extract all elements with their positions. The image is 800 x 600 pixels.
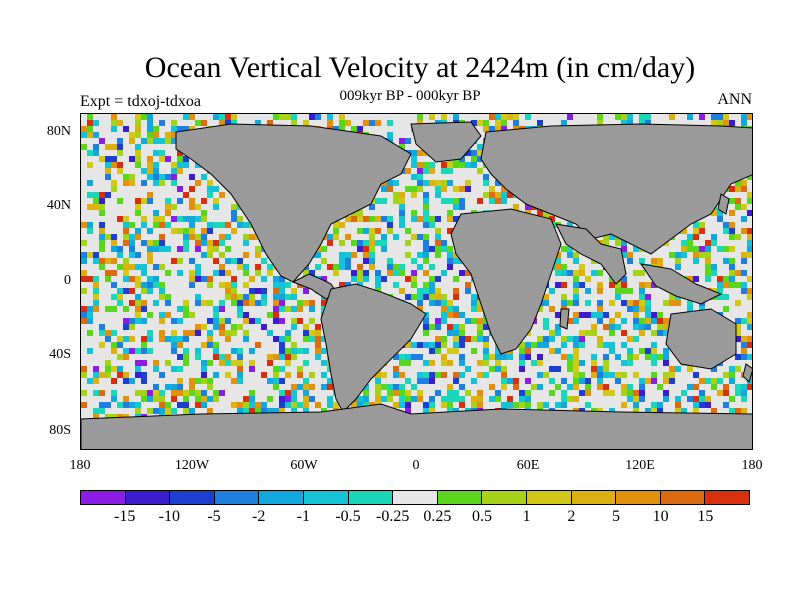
colorbar-label: 2	[567, 508, 576, 525]
colorbar-swatch	[348, 491, 394, 504]
colorbar-swatch	[303, 491, 349, 504]
colorbar-swatch	[170, 491, 215, 504]
colorbar-swatch	[660, 491, 706, 504]
lon-label-180w: 180	[69, 458, 91, 473]
land-madagascar	[559, 308, 570, 330]
colorbar-swatch	[616, 491, 661, 504]
lon-label-120e: 120E	[625, 458, 655, 473]
chart-subtitle: 009kyr BP - 000kyr BP	[339, 88, 481, 104]
lat-label-40s: 40S	[49, 347, 71, 362]
lat-label-40n: 40N	[46, 198, 71, 213]
colorbar-swatch	[571, 491, 617, 504]
lat-label-eq: 0	[64, 273, 71, 288]
colorbar	[80, 490, 750, 505]
colorbar-label: -0.25	[375, 508, 410, 525]
colorbar-label: 0.5	[472, 508, 492, 525]
experiment-label: Expt = tdxoj-tdxoa	[80, 93, 202, 110]
lat-label-80s: 80S	[49, 423, 71, 438]
map-canvas	[81, 114, 752, 449]
lon-label-60e: 60E	[516, 458, 540, 473]
colorbar-swatch	[526, 491, 572, 504]
colorbar-label: -5	[207, 508, 221, 525]
land-greenland	[410, 121, 482, 163]
colorbar-swatch	[437, 491, 483, 504]
lon-label-180e: 180	[741, 458, 763, 473]
colorbar-swatch	[705, 491, 749, 504]
colorbar-swatch	[214, 491, 260, 504]
colorbar-swatch	[259, 491, 304, 504]
land-antarctica	[81, 403, 752, 449]
lat-label-80n: 80N	[46, 124, 71, 139]
land-eurasia	[480, 123, 752, 255]
colorbar-swatch	[125, 491, 171, 504]
colorbar-label: -0.5	[335, 508, 361, 525]
land-japan	[717, 193, 730, 215]
land-north-america	[175, 123, 412, 283]
chart-title: Ocean Vertical Velocity at 2424m (in cm/…	[144, 51, 696, 84]
land-new-zealand	[742, 363, 752, 383]
colorbar-label: -10	[158, 508, 180, 525]
colorbar-label: 1	[522, 508, 531, 525]
land-australia	[665, 308, 737, 370]
colorbar-label: 0.25	[423, 508, 452, 525]
colorbar-label: -1	[296, 508, 310, 525]
land-masses	[81, 121, 752, 449]
land-south-america	[320, 283, 427, 413]
season-label: ANN	[717, 91, 752, 108]
colorbar-label: 5	[612, 508, 620, 525]
colorbar-label: 15	[697, 508, 714, 525]
land-indonesia	[639, 263, 723, 305]
colorbar-swatch	[393, 491, 438, 504]
colorbar-label: 10	[652, 508, 669, 525]
land-africa	[450, 208, 562, 355]
colorbar-label: -2	[251, 508, 266, 525]
lon-label-60w: 60W	[290, 458, 318, 473]
world-map	[80, 113, 753, 450]
colorbar-swatch	[482, 491, 527, 504]
lon-label-0: 0	[412, 458, 420, 473]
land-arabia-india	[555, 223, 627, 285]
colorbar-swatch	[81, 491, 126, 504]
lon-label-120w: 120W	[174, 458, 210, 473]
colorbar-label: -15	[113, 508, 136, 525]
